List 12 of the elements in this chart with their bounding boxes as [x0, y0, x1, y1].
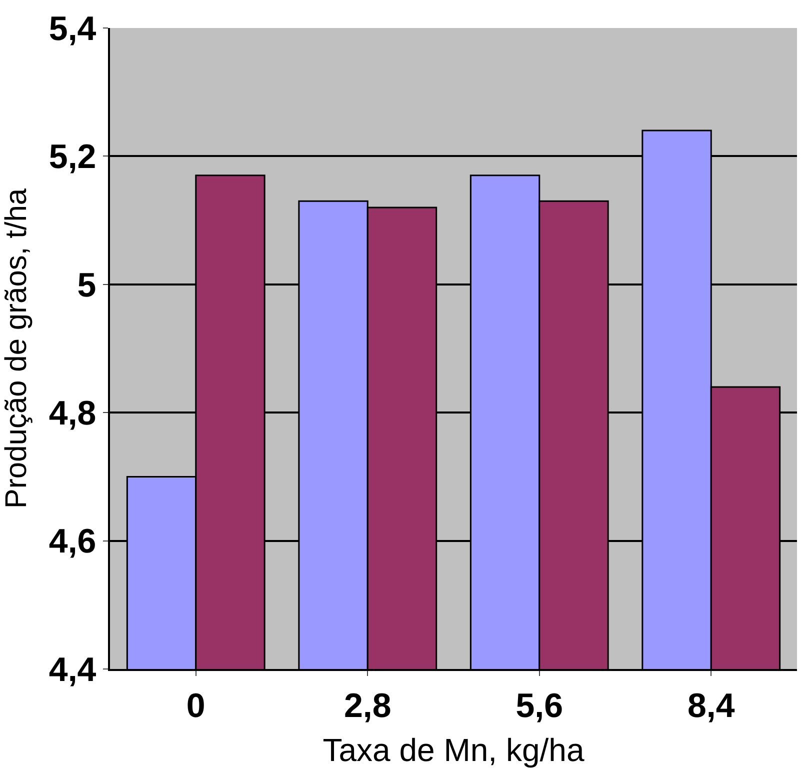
y-tick-label: 5,2	[48, 138, 96, 176]
x-tick-label: 8,4	[687, 686, 735, 725]
y-tick-label: 5,4	[48, 10, 96, 48]
y-tick-label: 4,8	[48, 394, 96, 432]
x-tick-label: 5,6	[516, 686, 564, 725]
y-axis-title: Produção de grãos, t/ha	[0, 188, 33, 509]
y-tick-label: 5	[77, 266, 96, 304]
y-tick-label: 4,6	[48, 522, 96, 561]
x-tick-label: 0	[186, 686, 206, 725]
x-tick-label: 2,8	[344, 686, 392, 725]
y-tick-label: 4,4	[48, 650, 96, 689]
x-axis-title: Taxa de Mn, kg/ha	[322, 732, 584, 768]
